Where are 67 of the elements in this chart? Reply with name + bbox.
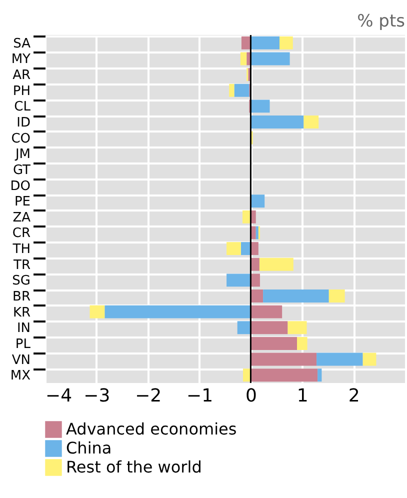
bar: [259, 258, 294, 271]
y-tick-label: MY: [11, 52, 31, 68]
bar: [240, 52, 247, 66]
bar: [237, 321, 251, 334]
y-tick-label: VN: [12, 352, 30, 368]
bar: [250, 52, 290, 66]
y-tick-label: TR: [12, 258, 30, 273]
text: % pts: [357, 11, 406, 32]
bar: [280, 36, 293, 50]
bar: [297, 336, 308, 350]
bar: [316, 352, 363, 366]
y-tick-label: CR: [12, 226, 30, 242]
bar: [229, 84, 234, 97]
x-tick-label: 0: [245, 386, 257, 406]
bar: [362, 352, 376, 366]
y-tick-label: DO: [10, 178, 30, 194]
bar: [288, 321, 307, 334]
bar: [250, 36, 280, 50]
y-tick-label: IN: [16, 321, 30, 336]
bar: [328, 290, 345, 302]
bar: [304, 116, 319, 128]
bar: [234, 84, 250, 97]
bar: [241, 36, 251, 50]
bar: [318, 368, 322, 382]
bar: [256, 226, 258, 240]
y-tick-label: CO: [11, 131, 30, 146]
bar: [250, 100, 270, 113]
y-tick-label: ZA: [12, 210, 31, 226]
bar: [250, 336, 297, 350]
bar: [250, 116, 304, 128]
y-tick-label: PL: [15, 336, 32, 352]
x-tick-label: 1: [296, 386, 308, 406]
y-tick-label: PH: [12, 84, 30, 99]
y-tick-label: SG: [12, 274, 30, 289]
legend-label: China: [66, 438, 112, 458]
legend-label: Advanced economies: [66, 420, 237, 438]
y-tick-label: GT: [12, 162, 31, 178]
bar: [240, 242, 251, 256]
y-tick-label: PE: [14, 194, 30, 210]
bar: [250, 368, 318, 382]
bar: [250, 352, 317, 366]
x-tick-label: −4: [46, 386, 72, 406]
bar: [263, 290, 329, 302]
x-tick-label: −1: [186, 386, 214, 406]
bar: [104, 305, 251, 318]
y-tick-label: KR: [12, 305, 30, 320]
bar: [250, 194, 265, 208]
y-tick-label: MX: [10, 368, 31, 384]
y-tick-label: TH: [12, 242, 30, 258]
bar: [250, 321, 288, 334]
bar: [250, 290, 264, 302]
bar: [243, 368, 251, 382]
y-tick-label: SA: [13, 36, 31, 52]
x-tick-label: 2: [348, 386, 360, 406]
bar: [250, 305, 282, 318]
x-tick-label: −2: [135, 386, 162, 406]
bar: [90, 305, 105, 318]
y-tick-label: CL: [14, 100, 32, 115]
bar: [226, 242, 241, 256]
legend-label: Rest of the world: [66, 458, 202, 476]
bar: [226, 274, 251, 287]
y-tick-label: BR: [12, 290, 30, 304]
bar: [242, 210, 251, 224]
x-tick-label: −3: [84, 386, 110, 406]
y-tick-label: JM: [14, 147, 30, 162]
y-tick-label: ID: [16, 116, 30, 130]
y-tick-label: AR: [12, 68, 30, 84]
